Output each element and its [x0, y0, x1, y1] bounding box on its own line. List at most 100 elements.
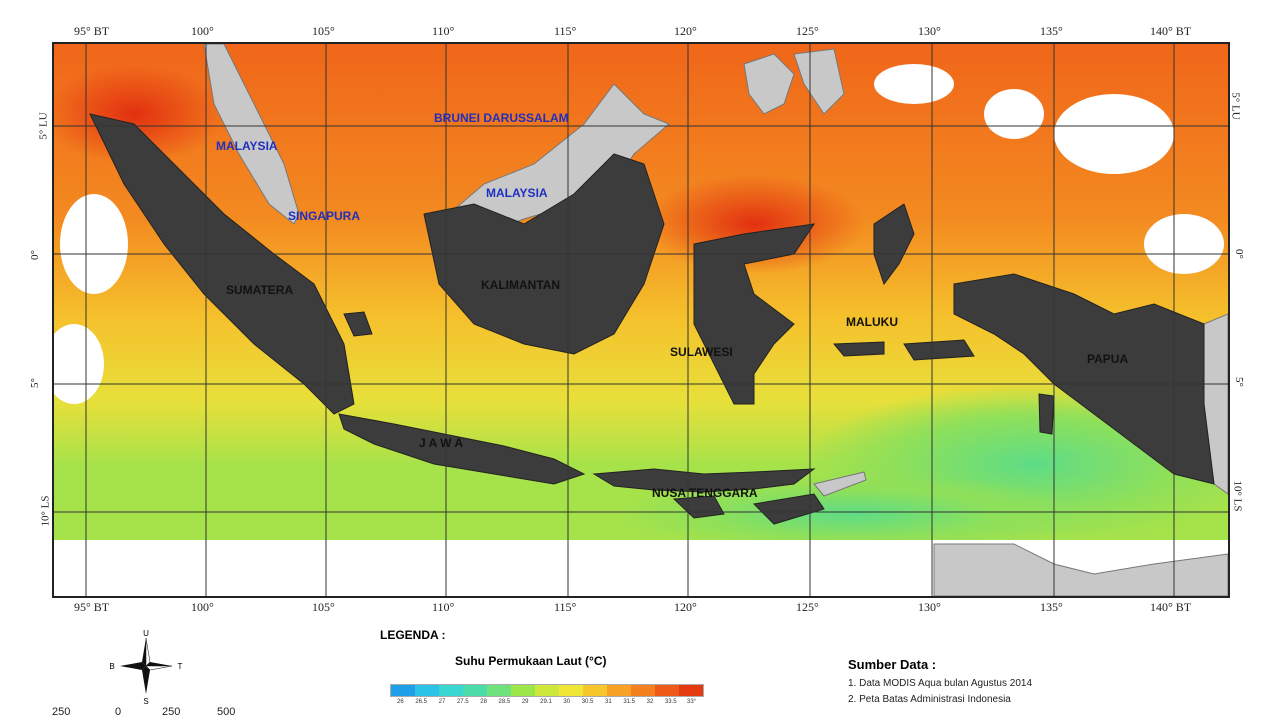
- lat-tick-left: 0°: [28, 250, 41, 260]
- sst-map: [54, 44, 1228, 596]
- legend-color-bar: [390, 684, 704, 697]
- legend-tick-label: 27: [438, 699, 446, 705]
- lon-tick-bottom: 120°: [674, 600, 697, 614]
- island-jawa: [338, 413, 586, 485]
- legend-tick-label: 28: [480, 699, 487, 705]
- legend-tick-label: 30: [563, 699, 571, 705]
- legend-ticks: 26 26.5 27 27.5 28 28.5 29 29.1 30 30.5 31 31.5 32 33…: [390, 699, 702, 705]
- lon-tick-bottom: 115°: [554, 600, 577, 614]
- legend-title: LEGENDA :: [380, 628, 446, 642]
- legend-tick-label: 26: [397, 699, 404, 705]
- scale-label: 500: [217, 706, 236, 718]
- compass-icon: U S B T: [109, 629, 183, 706]
- legend-tick-label: 33°: [687, 699, 697, 705]
- legend-swatch: [487, 685, 511, 696]
- label-sulawesi: SULAWESI: [670, 345, 733, 359]
- label-brunei: BRUNEI DARUSSALAM: [434, 111, 569, 125]
- lon-tick-bottom: 110°: [432, 600, 455, 614]
- land-north-borneo: [448, 83, 670, 235]
- island-sulawesi: [693, 223, 816, 405]
- lon-tick-top: 140° BT: [1150, 24, 1192, 38]
- label-papua: PAPUA: [1087, 352, 1129, 366]
- compass-west: B: [109, 662, 114, 671]
- legend-swatch: [391, 685, 415, 696]
- legend-tick-label: 33.5: [664, 699, 677, 705]
- legend-tick-label: 28.5: [498, 699, 511, 705]
- land-malay-peninsula: [203, 44, 300, 225]
- source-item: 2. Peta Batas Administrasi Indonesia: [848, 694, 1011, 705]
- lon-tick-top: 115°: [554, 24, 577, 38]
- island-nusa-tenggara: [592, 468, 816, 493]
- label-jawa: J A W A: [419, 436, 463, 450]
- legend-swatch: [631, 685, 655, 696]
- label-kalimantan: KALIMANTAN: [481, 278, 561, 292]
- compass-rose: U S B T: [108, 628, 184, 706]
- island-sumatera: [89, 113, 355, 415]
- legend-tick-label: 32: [646, 699, 654, 705]
- legend-swatch: [511, 685, 535, 696]
- legend-swatch: [583, 685, 607, 696]
- scale-label: 250: [52, 706, 71, 718]
- legend-swatch: [415, 685, 439, 696]
- map-frame: [52, 42, 1230, 598]
- legend-tick-label: 26.5: [415, 699, 428, 705]
- source-item: 1. Data MODIS Aqua bulan Agustus 2014: [848, 678, 1033, 689]
- lon-tick-bottom: 100°: [191, 600, 214, 614]
- lat-tick-left: 10° LS: [39, 495, 52, 527]
- legend-tick-label: 27.5: [456, 699, 469, 705]
- lon-tick-top: 95° BT: [74, 24, 110, 38]
- lon-tick-bottom: 130°: [918, 600, 941, 614]
- scale-label: 0: [115, 706, 122, 718]
- lon-tick-top: 120°: [674, 24, 697, 38]
- legend-subtitle: Suhu Permukaan Laut (°C): [455, 654, 607, 668]
- legend-tick-label: 30.5: [581, 699, 594, 705]
- lon-tick-bottom: 125°: [796, 600, 819, 614]
- source-title: Sumber Data :: [848, 657, 937, 672]
- legend-swatch: [679, 685, 703, 696]
- label-sumatera: SUMATERA: [226, 283, 294, 297]
- island-seram-buru: [832, 339, 975, 361]
- scale-label: 250: [162, 706, 181, 718]
- island-bangka: [343, 311, 373, 337]
- lon-tick-top: 105°: [312, 24, 335, 38]
- lat-tick-right: 5° LU: [1229, 92, 1242, 120]
- label-singapura: SINGAPURA: [288, 209, 361, 223]
- lat-tick-left: 5°: [28, 378, 41, 388]
- lon-tick-top: 110°: [432, 24, 455, 38]
- label-malaysia-east: MALAYSIA: [486, 186, 548, 200]
- lon-tick-bottom: 105°: [312, 600, 335, 614]
- compass-south: S: [143, 697, 148, 704]
- legend-swatch: [439, 685, 463, 696]
- lon-tick-bottom: 95° BT: [74, 600, 110, 614]
- compass-north: U: [143, 629, 149, 638]
- lat-tick-right: 5°: [1232, 377, 1245, 387]
- legend-swatch: [535, 685, 559, 696]
- lat-tick-right: 10° LS: [1231, 480, 1244, 512]
- lon-tick-bottom: 140° BT: [1150, 600, 1192, 614]
- warm-patch-andaman: [54, 64, 224, 164]
- legend-tick-label: 29.1: [540, 699, 552, 705]
- land-philippines: [743, 48, 845, 115]
- island-aru: [1038, 393, 1055, 435]
- label-maluku: MALUKU: [846, 315, 898, 329]
- legend-tick-label: 29: [521, 699, 529, 705]
- island-papua: [953, 273, 1215, 485]
- legend-swatch: [655, 685, 679, 696]
- legend-tick-label: 31: [605, 699, 612, 705]
- label-malaysia-west: MALAYSIA: [216, 139, 278, 153]
- lat-tick-left: 5° LU: [37, 112, 50, 140]
- graticule: [54, 44, 1228, 596]
- legend-tick-label: 31.5: [623, 699, 635, 705]
- compass-east: T: [178, 662, 183, 671]
- lon-tick-top: 135°: [1040, 24, 1063, 38]
- legend-swatch: [463, 685, 487, 696]
- legend-swatch: [607, 685, 631, 696]
- lon-tick-bottom: 135°: [1040, 600, 1063, 614]
- cool-patch-timor: [614, 474, 1094, 554]
- lon-tick-top: 100°: [191, 24, 214, 38]
- land-timor-leste: [813, 471, 867, 497]
- label-nusa-tenggara: NUSA TENGGARA: [652, 486, 758, 500]
- lon-tick-top: 130°: [918, 24, 941, 38]
- lon-tick-top: 125°: [796, 24, 819, 38]
- legend-swatch: [559, 685, 583, 696]
